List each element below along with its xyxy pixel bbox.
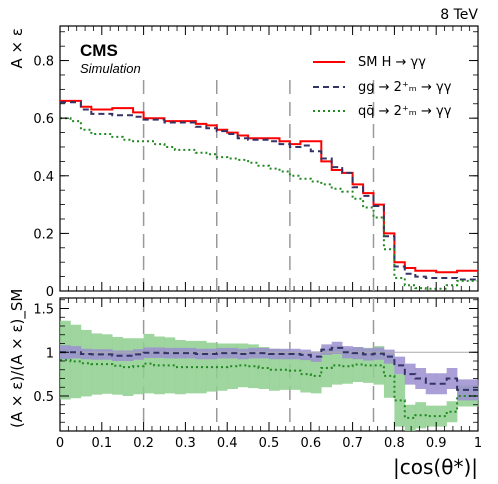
bottom-y-tick-label: 1.5 — [33, 303, 54, 318]
legend-entry-gg: gg → 2⁺ₘ → γγ — [313, 80, 452, 95]
bottom-error-band — [185, 347, 197, 359]
top-panel-plot: 0 0.2 0.4 0.6 0.8 — [33, 26, 479, 300]
bottom-y-axis-title: (A × ε)/(A × ε)_SM — [8, 289, 27, 428]
bottom-error-band — [373, 347, 385, 360]
bottom-error-band — [258, 347, 270, 389]
bottom-error-band — [404, 404, 416, 431]
top-y-tick-label: 0.6 — [33, 112, 54, 127]
top-series-line — [60, 101, 478, 281]
cms-label: CMS — [80, 41, 118, 60]
bottom-error-band — [80, 348, 92, 360]
legend: SM H → γγ gg → 2⁺ₘ → γγ qq̄ → 2⁺ₘ → γγ — [313, 55, 452, 119]
top-series-line — [60, 99, 478, 274]
bottom-error-band — [80, 329, 92, 397]
bottom-error-band — [321, 344, 332, 355]
legend-label-qq: qq̄ → 2⁺ₘ → γγ — [358, 104, 452, 119]
bottom-error-band — [91, 349, 103, 360]
bottom-y-tick-label: 0.5 — [33, 390, 54, 405]
bottom-series-line — [60, 346, 478, 391]
bottom-error-band — [331, 341, 343, 354]
legend-entry-qq: qq̄ → 2⁺ₘ → γγ — [313, 104, 452, 119]
bottom-error-band — [269, 348, 280, 391]
simulation-label: Simulation — [80, 61, 141, 76]
bottom-error-band — [289, 348, 301, 360]
bottom-error-band — [227, 343, 238, 389]
bottom-error-band — [363, 348, 374, 361]
bottom-error-band — [101, 349, 113, 360]
bottom-error-band — [174, 340, 186, 395]
x-tick-label: 0.7 — [342, 436, 363, 451]
bottom-error-band — [457, 379, 468, 401]
bottom-error-band — [174, 347, 186, 359]
x-axis-title: |cos(θ*)| — [393, 455, 478, 479]
top-y-tick-label: 0.2 — [33, 227, 54, 242]
top-y-axis-title: A × ε — [8, 28, 26, 68]
legend-label-sm: SM H → γγ — [358, 55, 426, 70]
x-tick-label: 0.9 — [426, 436, 447, 451]
x-tick-label: 0 — [56, 436, 64, 451]
bottom-error-band — [436, 405, 447, 427]
bottom-error-band — [112, 336, 123, 395]
x-tick-label: 0.5 — [259, 436, 280, 451]
bottom-error-band — [237, 343, 249, 388]
bottom-error-band — [446, 401, 458, 423]
bottom-error-band — [300, 349, 312, 361]
bottom-error-band — [195, 348, 207, 360]
x-tick-label: 0.3 — [175, 436, 196, 451]
top-y-tick-label: 0.4 — [33, 170, 54, 185]
bottom-error-band — [70, 324, 82, 399]
bottom-error-band — [206, 348, 218, 360]
x-tick-label: 0.1 — [91, 436, 112, 451]
x-tick-label: 0.8 — [384, 436, 405, 451]
bottom-y-tick-label: 1 — [46, 346, 54, 361]
bottom-error-band — [446, 368, 458, 389]
x-tick-label: 1 — [474, 436, 482, 451]
bottom-error-band — [279, 348, 291, 360]
legend-entry-sm: SM H → γγ — [313, 55, 426, 70]
bottom-panel-plot: 0.5 1 1.5 0 0.1 0.2 0.3 0.4 0.5 0.6 0.7 0.8 0.9 1 — [33, 298, 482, 451]
bottom-error-band — [331, 346, 343, 385]
bottom-error-band — [425, 405, 437, 427]
top-series-line — [60, 117, 478, 290]
legend-label-gg: gg → 2⁺ₘ → γγ — [358, 80, 452, 95]
bottom-error-band — [373, 346, 385, 385]
x-tick-label: 0.6 — [300, 436, 321, 451]
top-y-tick-label: 0 — [46, 285, 54, 300]
bottom-error-band — [310, 358, 322, 394]
x-tick-label: 0.4 — [217, 436, 238, 451]
bottom-error-band — [363, 347, 374, 383]
energy-label: 8 TeV — [440, 7, 478, 23]
bottom-error-band — [279, 349, 291, 390]
bottom-error-band — [164, 347, 176, 359]
bottom-error-band — [185, 340, 197, 394]
bottom-error-band — [143, 333, 155, 394]
bottom-error-band — [467, 379, 479, 401]
bottom-error-band — [164, 337, 176, 394]
top-y-tick-label: 0.8 — [33, 55, 54, 70]
bottom-error-band — [352, 347, 364, 382]
x-tick-label: 0.2 — [133, 436, 154, 451]
